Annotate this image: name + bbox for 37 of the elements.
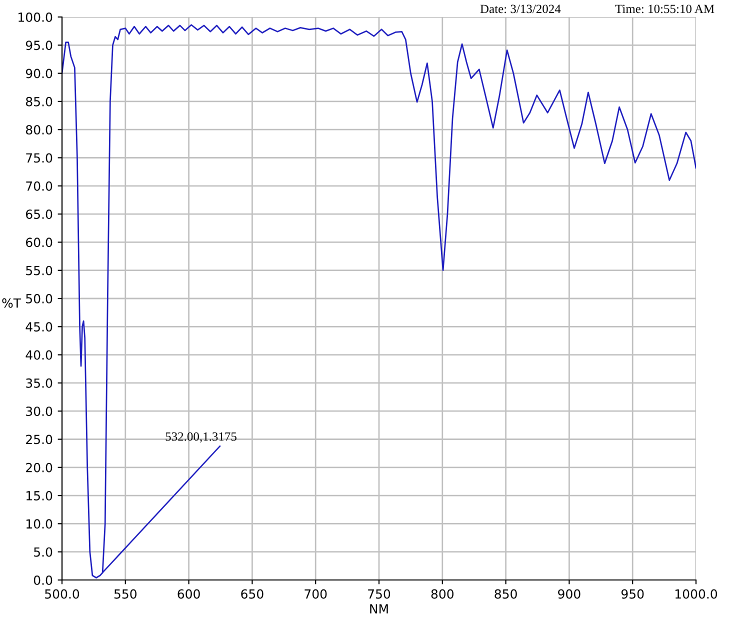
y-tick-label: 45.0: [26, 322, 52, 332]
x-axis-title: NM: [370, 604, 388, 614]
y-tick-label: 15.0: [26, 491, 52, 500]
annotation: 532.00,1.3175: [166, 432, 236, 443]
y-tick-label: 80.0: [26, 125, 52, 135]
y-tick-label: 0.0: [34, 575, 52, 585]
x-tick-label: 1000.0: [676, 589, 718, 599]
y-tick-label: 5.0: [34, 547, 52, 557]
y-tick-label: 50.0: [26, 294, 52, 304]
x-tick-label: 950: [621, 589, 644, 599]
y-tick-label: 95.0: [26, 40, 52, 50]
y-tick-label: 90.0: [26, 68, 52, 78]
x-tick-label: 600: [178, 589, 200, 599]
y-tick-label: 65.0: [26, 210, 52, 219]
x-tick-label: 800: [431, 589, 454, 599]
y-tick-label: 55.0: [26, 266, 52, 276]
x-tick-label: 500.0: [45, 589, 80, 599]
y-axis-title: %T: [2, 298, 22, 308]
y-tick-label: 40.0: [26, 350, 52, 360]
text: Date: 3/13/2024: [480, 4, 561, 14]
y-tick-label: 10.0: [26, 519, 52, 529]
x-tick-label: 700: [304, 589, 327, 599]
y-tick-label: 70.0: [26, 181, 52, 191]
x-tick-label: 650: [241, 589, 264, 599]
x-tick-label: 850: [494, 589, 517, 599]
y-tick-label: 85.0: [26, 96, 52, 106]
y-tick-label: 100.0: [18, 12, 52, 22]
y-tick-label: 35.0: [26, 378, 52, 388]
x-tick-label: 550: [114, 589, 136, 599]
x-tick-label: 750: [368, 589, 390, 599]
y-tick-label: 60.0: [26, 238, 52, 248]
y-tick-label: 20.0: [26, 462, 52, 472]
x-tick-label: 900: [558, 589, 580, 599]
text: Time: 10:55:10 AM: [615, 4, 714, 14]
y-tick-label: 75.0: [26, 153, 52, 163]
y-tick-label: 30.0: [26, 406, 52, 416]
y-tick-label: 25.0: [26, 434, 52, 444]
